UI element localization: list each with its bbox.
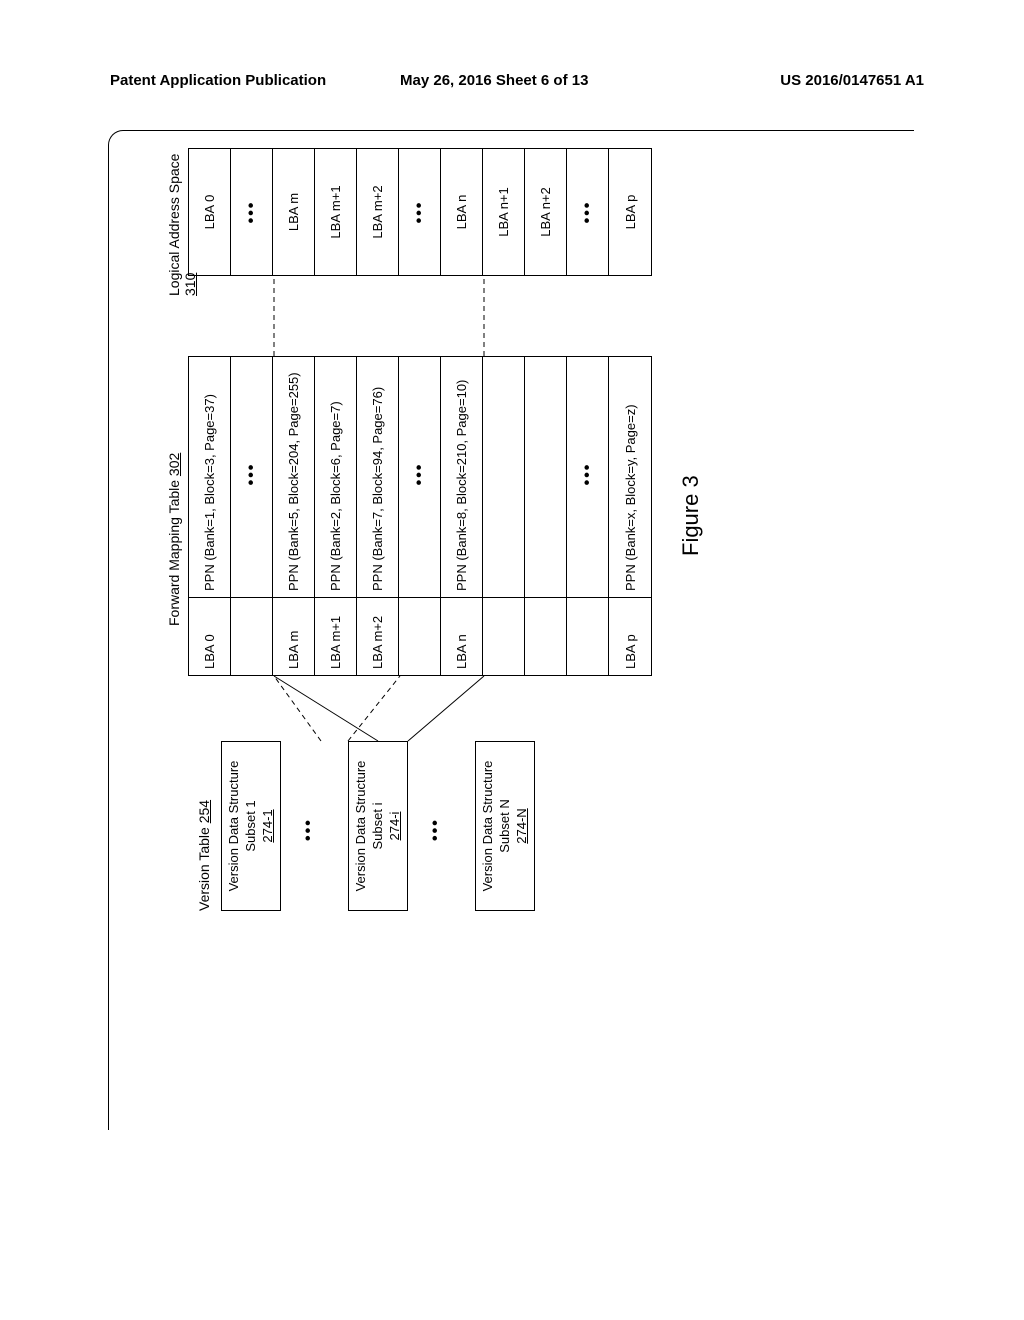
fmt-lba-cell: [399, 597, 440, 675]
fmt-lba-cell: LBA m: [273, 597, 314, 675]
fmt-ppn-cell: PPN (Bank=x, Block=y, Page=z): [609, 357, 651, 597]
table-row: [483, 357, 525, 675]
forward-mapping-table: LBA 0PPN (Bank=1, Block=3, Page=37)•••LB…: [188, 356, 652, 676]
las-title-prefix: Logical Address Space: [166, 154, 182, 296]
fmt-ppn-cell: [483, 357, 524, 597]
table-row: •••: [567, 357, 609, 675]
table-row: LBA mPPN (Bank=5, Block=204, Page=255): [273, 357, 315, 675]
header-left: Patent Application Publication: [110, 72, 326, 89]
forward-mapping-table-title: Forward Mapping Table 302: [166, 453, 182, 626]
table-row: LBA m+1: [315, 149, 357, 275]
fmt-ppn-cell: PPN (Bank=8, Block=210, Page=10): [441, 357, 482, 597]
table-row: LBA n+1: [483, 149, 525, 275]
fmt-lba-cell: [525, 597, 566, 675]
fmt-ppn-cell: PPN (Bank=7, Block=94, Page=76): [357, 357, 398, 597]
fmt-lba-cell: LBA m+1: [315, 597, 356, 675]
fmt-ppn-cell: PPN (Bank=2, Block=6, Page=7): [315, 357, 356, 597]
header-mid: May 26, 2016 Sheet 6 of 13: [400, 72, 588, 89]
connector-line: [348, 676, 400, 741]
table-row: LBA n: [441, 149, 483, 275]
fmt-ppn-cell: PPN (Bank=1, Block=3, Page=37): [189, 357, 230, 597]
fmt-lba-cell: LBA 0: [189, 597, 230, 675]
connector-line: [274, 676, 378, 741]
diagram-stage: Version Table 254 Version Data Structure…: [108, 130, 1024, 936]
las-title-ref: 310: [182, 273, 198, 296]
logical-address-space-table: LBA 0•••LBA mLBA m+1LBA m+2•••LBA nLBA n…: [188, 148, 652, 276]
fmt-lba-cell: [483, 597, 524, 675]
header-right: US 2016/0147651 A1: [780, 72, 924, 89]
fmt-lba-cell: LBA n: [441, 597, 482, 675]
fmt-lba-cell: [567, 597, 608, 675]
table-row: •••: [231, 357, 273, 675]
fmt-title-ref: 302: [166, 453, 182, 476]
table-row: LBA m+2PPN (Bank=7, Block=94, Page=76): [357, 357, 399, 675]
fmt-lba-cell: LBA p: [609, 597, 651, 675]
table-row: LBA n+2: [525, 149, 567, 275]
connector-line: [408, 676, 484, 741]
table-row: LBA 0: [189, 149, 231, 275]
table-row: LBA m+1PPN (Bank=2, Block=6, Page=7): [315, 357, 357, 675]
table-row: LBA pPPN (Bank=x, Block=y, Page=z): [609, 357, 651, 675]
table-row: LBA m: [273, 149, 315, 275]
fmt-ppn-cell: •••: [231, 357, 272, 597]
fmt-ppn-cell: PPN (Bank=5, Block=204, Page=255): [273, 357, 314, 597]
figure-label: Figure 3: [678, 475, 704, 556]
table-row: •••: [399, 357, 441, 675]
table-row: •••: [399, 149, 441, 275]
fmt-ppn-cell: [525, 357, 566, 597]
fmt-ppn-cell: •••: [567, 357, 608, 597]
table-row: •••: [567, 149, 609, 275]
fmt-ppn-cell: •••: [399, 357, 440, 597]
table-row: LBA 0PPN (Bank=1, Block=3, Page=37): [189, 357, 231, 675]
fmt-lba-cell: LBA m+2: [357, 597, 398, 675]
table-row: LBA m+2: [357, 149, 399, 275]
table-row: LBA nPPN (Bank=8, Block=210, Page=10): [441, 357, 483, 675]
fmt-title-prefix: Forward Mapping Table: [166, 476, 182, 626]
table-row: LBA p: [609, 149, 651, 275]
fmt-lba-cell: [231, 597, 272, 675]
table-row: [525, 357, 567, 675]
table-row: •••: [231, 149, 273, 275]
connector-line: [274, 676, 321, 741]
